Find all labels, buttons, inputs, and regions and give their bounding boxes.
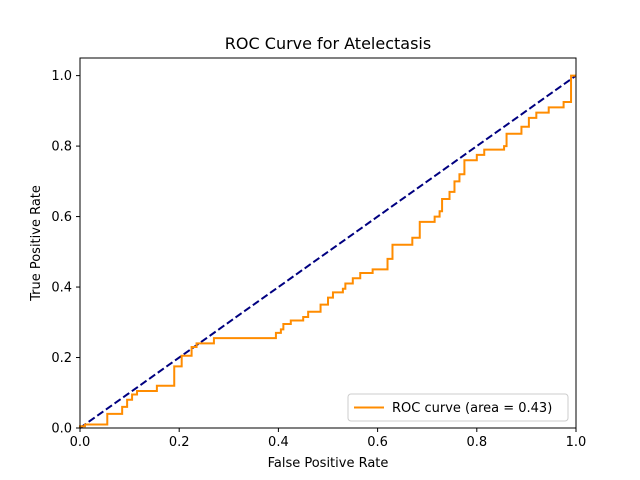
plot-frame (79, 57, 577, 429)
legend-label: ROC curve (area = 0.43) (392, 401, 552, 416)
x-tick-label: 0.6 (367, 435, 388, 450)
chance-diagonal-line (79, 74, 577, 429)
x-tick-label: 0.4 (268, 435, 289, 450)
y-tick-label: 0.6 (51, 210, 72, 225)
x-tick-label: 1.0 (566, 435, 587, 450)
y-axis-ticks: 0.0 0.2 0.4 0.6 0.8 1.0 (51, 69, 80, 437)
y-tick-label: 0.2 (51, 351, 72, 366)
x-tick-label: 0.2 (169, 435, 190, 450)
legend: ROC curve (area = 0.43) (347, 393, 569, 422)
roc-curve-line (79, 74, 576, 428)
y-tick-label: 1.0 (51, 69, 72, 84)
y-tick-label: 0.4 (51, 281, 72, 296)
plot-area (79, 57, 577, 429)
x-axis-ticks: 0.0 0.2 0.4 0.6 0.8 1.0 (70, 428, 587, 450)
y-axis-label: True Positive Rate (29, 185, 44, 302)
x-tick-label: 0.8 (466, 435, 487, 450)
y-tick-label: 0.0 (51, 422, 72, 437)
x-axis-label: False Positive Rate (268, 456, 389, 471)
y-tick-label: 0.8 (51, 140, 72, 155)
x-tick-label: 0.0 (70, 435, 91, 450)
chart-title: ROC Curve for Atelectasis (225, 34, 431, 53)
legend-box (347, 393, 569, 422)
